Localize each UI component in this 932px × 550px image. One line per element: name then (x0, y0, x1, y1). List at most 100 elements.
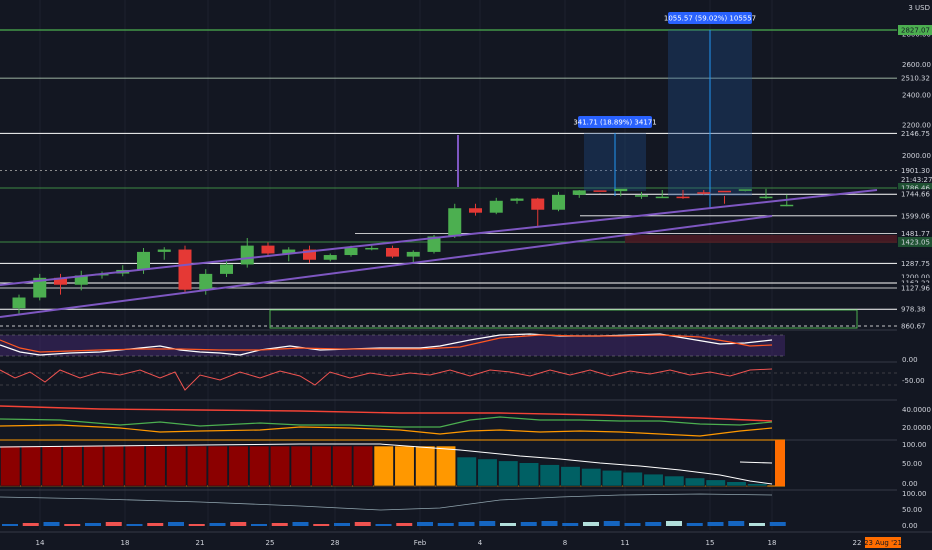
candle-body-0[interactable] (12, 297, 26, 309)
candle-body-31[interactable] (655, 196, 669, 199)
histogram-bar-10 (207, 445, 228, 487)
histogram-bar-3 (62, 445, 83, 487)
histogram-bar-13 (269, 445, 291, 487)
histogram-bar-22 (456, 456, 477, 487)
histogram-highlight-bar (775, 440, 785, 486)
volume-oscillator-pane[interactable]: 100.00 50.00 0.00 (0, 489, 927, 530)
candle-body-15[interactable] (323, 255, 337, 260)
time-label-2: 21 (196, 539, 205, 547)
oscillator-pane[interactable]: -50.00 (0, 361, 925, 391)
candle-body-33[interactable] (697, 192, 711, 194)
candle-body-20[interactable] (427, 236, 441, 252)
price-tag-label-1: 2510.32 (901, 75, 930, 83)
price-tag-label-3: 1901.30 (901, 167, 930, 175)
histogram-pane[interactable]: 100.00 50.00 0.00 (0, 439, 927, 488)
histogram-bar-18 (373, 445, 394, 487)
histogram-bar-11 (228, 445, 249, 487)
candle-body-22[interactable] (469, 208, 482, 213)
time-label-1: 18 (121, 539, 130, 547)
candle-body-2[interactable] (54, 277, 67, 285)
candle-body-19[interactable] (406, 251, 420, 257)
candle-body-34[interactable] (718, 190, 731, 193)
candle-body-6[interactable] (137, 251, 150, 270)
price-tag-9 (898, 237, 932, 247)
current-date-tag (865, 537, 901, 548)
candle-body-11[interactable] (240, 245, 254, 265)
price-tag-2 (898, 128, 932, 139)
candle-body-10[interactable] (220, 264, 233, 274)
dmi-scale-label-bottom: 20.0000 (902, 424, 931, 432)
histogram-bar-24 (498, 460, 519, 487)
candle-body-37[interactable] (780, 204, 794, 207)
histogram-bar-27 (560, 466, 581, 487)
candle-body-30[interactable] (635, 195, 648, 197)
histogram-bar-16 (332, 445, 353, 487)
volume-bar-3 (64, 524, 81, 526)
volume-bar-6 (126, 524, 143, 526)
volume-bar-36 (749, 523, 765, 526)
candle-body-18[interactable] (386, 247, 399, 257)
candle-body-14[interactable] (303, 249, 316, 260)
price-tag-label-10: 1287.75 (901, 260, 930, 268)
histogram-bar-7 (145, 445, 166, 487)
histogram-bar-28 (581, 468, 602, 487)
candle-body-1[interactable] (33, 277, 47, 298)
trend-line-lower[interactable] (0, 215, 773, 318)
volume-scale-label-2: 50.00 (902, 506, 922, 514)
trend-line-upper[interactable] (0, 189, 878, 286)
price-tag-3 (898, 165, 932, 176)
candle-body-21[interactable] (448, 208, 462, 237)
price-tag-label-0: 2827.07 (901, 27, 930, 35)
dmi-plus-line (0, 416, 773, 428)
candle-body-36[interactable] (759, 196, 773, 199)
histogram-bar-35 (726, 481, 747, 487)
candle-body-35[interactable] (738, 189, 752, 191)
candle-body-25[interactable] (531, 198, 545, 210)
candle-body-17[interactable] (365, 247, 379, 250)
volume-bar-5 (105, 522, 122, 526)
price-scale-label-4: 2000.00 (902, 152, 931, 160)
price-tag-label-8: 1481.77 (901, 230, 930, 238)
candle-body-7[interactable] (157, 249, 171, 252)
volume-bar-33 (686, 523, 703, 526)
histogram-bar-36 (747, 483, 768, 487)
support-zone[interactable] (269, 309, 858, 329)
histogram-scale-label-3: 0.00 (902, 480, 918, 488)
price-pane[interactable]: 1055.57 (59.02%) 105557 341.71 (18.89%) … (0, 0, 932, 530)
candle-body-27[interactable] (572, 190, 586, 195)
volume-bar-10 (209, 523, 226, 526)
histogram-bar-8 (166, 445, 187, 487)
time-label-7: 8 (563, 539, 567, 547)
time-axis[interactable]: 14 18 21 25 28 Feb 4 8 11 15 18 22 23 Aug '21 (0, 531, 932, 548)
candle-body-26[interactable] (552, 194, 565, 210)
histogram-bar-4 (83, 445, 104, 487)
dmi-scale-label-top: 40.0000 (902, 406, 931, 414)
candle-body-24[interactable] (510, 198, 524, 201)
price-tag-label-6: 1744.66 (901, 191, 930, 199)
candle-body-13[interactable] (282, 249, 296, 254)
histogram-bar-6 (124, 445, 145, 487)
candle-body-16[interactable] (344, 247, 358, 256)
candle-body-3[interactable] (74, 275, 88, 285)
candle-body-12[interactable] (261, 245, 275, 254)
candle-body-9[interactable] (199, 273, 213, 290)
time-label-11: 22 (853, 539, 862, 547)
price-tag-0 (898, 25, 932, 35)
dmi-pane[interactable]: 40.0000 20.0000 (0, 399, 931, 437)
candle-body-23[interactable] (489, 200, 503, 213)
candle-body-29[interactable] (614, 188, 628, 192)
measure-tooltip-large-text: 1055.57 (59.02%) 105557 (664, 15, 756, 23)
time-label-8: 11 (621, 539, 630, 547)
volume-bar-2 (43, 522, 60, 526)
volume-bar-23 (479, 521, 496, 526)
candle-body-8[interactable] (178, 249, 192, 290)
rsi-pane[interactable]: 0.00 (0, 329, 918, 364)
candle-body-28[interactable] (593, 190, 607, 192)
time-label-0: 14 (36, 539, 45, 547)
resistance-zone[interactable] (625, 235, 897, 243)
time-label-9: 15 (706, 539, 715, 547)
volume-bar-1 (22, 523, 39, 526)
candle-body-32[interactable] (676, 196, 690, 199)
volume-bar-37 (769, 522, 786, 526)
